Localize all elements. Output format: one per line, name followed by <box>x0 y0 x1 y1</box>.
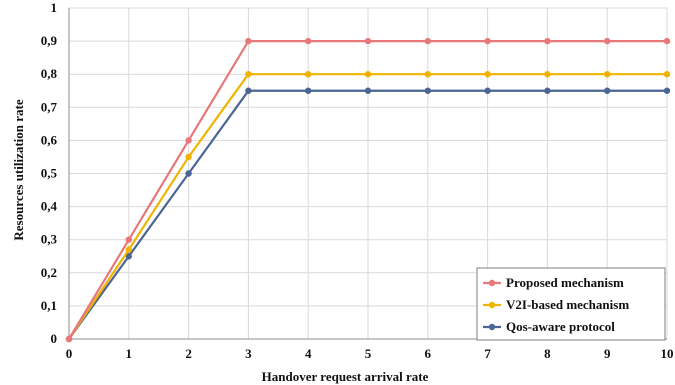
x-tick-label: 4 <box>305 346 312 361</box>
series-group <box>65 37 671 343</box>
y-tick-label: 1 <box>51 0 58 15</box>
x-tick-label: 1 <box>126 346 133 361</box>
data-point <box>424 37 431 45</box>
data-point <box>185 170 192 177</box>
y-tick-label: 0 <box>51 331 58 346</box>
data-point <box>663 87 671 94</box>
legend-label: V2I-based mechanism <box>506 297 629 312</box>
legend-swatch-marker <box>488 301 496 309</box>
data-point <box>245 71 252 78</box>
series-v2i-based-mechanism <box>65 71 671 343</box>
x-tick-label: 0 <box>66 346 73 361</box>
x-tick-label: 8 <box>544 346 551 361</box>
x-axis-label: Handover request arrival rate <box>262 369 429 384</box>
x-tick-label: 7 <box>484 346 491 361</box>
data-point <box>65 335 73 343</box>
x-tick-label: 6 <box>425 346 432 361</box>
data-point <box>544 37 551 45</box>
data-point <box>185 153 192 161</box>
grid-lines <box>69 7 668 339</box>
legend-label: Qos-aware protocol <box>506 319 615 334</box>
data-point <box>245 37 252 45</box>
data-point <box>364 37 372 45</box>
legend: Proposed mechanism V2I-based mechanism Qos… <box>476 267 666 341</box>
y-axis-label: Resources utilization rate <box>11 99 26 241</box>
data-point <box>245 87 252 94</box>
data-point <box>484 37 491 45</box>
data-point <box>604 37 611 45</box>
y-tick-label: 0,3 <box>41 232 58 247</box>
data-point <box>484 87 491 94</box>
legend-label: Proposed mechanism <box>506 275 624 290</box>
y-tick-label: 0,9 <box>41 33 58 48</box>
legend-item: Proposed mechanism <box>483 275 624 290</box>
y-tick-label: 0,5 <box>41 166 58 181</box>
legend-item: V2I-based mechanism <box>483 297 629 312</box>
data-point <box>424 87 431 94</box>
x-tick-labels: 0 1 2 3 4 5 6 7 8 9 10 <box>66 346 674 361</box>
legend-box <box>476 267 666 341</box>
y-tick-labels: 0 0,1 0,2 0,3 0,4 0,5 0,6 0,7 0,8 0,9 1 <box>41 0 58 346</box>
data-point <box>544 87 551 94</box>
x-tick-label: 9 <box>604 346 611 361</box>
x-tick-label: 10 <box>661 346 674 361</box>
legend-swatch-marker <box>488 279 496 287</box>
y-tick-label: 0,6 <box>41 132 58 147</box>
data-point <box>663 37 671 45</box>
data-point <box>305 87 312 94</box>
data-point <box>305 71 312 78</box>
x-tick-label: 5 <box>365 346 372 361</box>
series-proposed-mechanism <box>65 37 671 343</box>
data-point <box>125 246 132 253</box>
y-tick-label: 0,4 <box>41 199 58 214</box>
data-point <box>364 71 372 78</box>
data-point <box>663 71 671 78</box>
y-tick-label: 0,2 <box>41 265 57 280</box>
data-point <box>604 87 611 94</box>
y-tick-label: 0,7 <box>41 99 58 114</box>
data-point <box>364 87 372 94</box>
legend-swatch-marker <box>488 323 496 331</box>
data-point <box>604 71 611 78</box>
data-point <box>544 71 551 78</box>
data-point <box>424 71 431 78</box>
data-point <box>125 253 132 260</box>
x-tick-label: 2 <box>185 346 192 361</box>
y-tick-label: 0,8 <box>41 66 58 81</box>
data-point <box>185 137 192 144</box>
data-point <box>484 71 491 78</box>
x-tick-label: 3 <box>245 346 252 361</box>
legend-item: Qos-aware protocol <box>483 319 615 334</box>
y-tick-label: 0,1 <box>41 298 57 313</box>
data-point <box>305 37 312 45</box>
data-point <box>125 236 132 243</box>
